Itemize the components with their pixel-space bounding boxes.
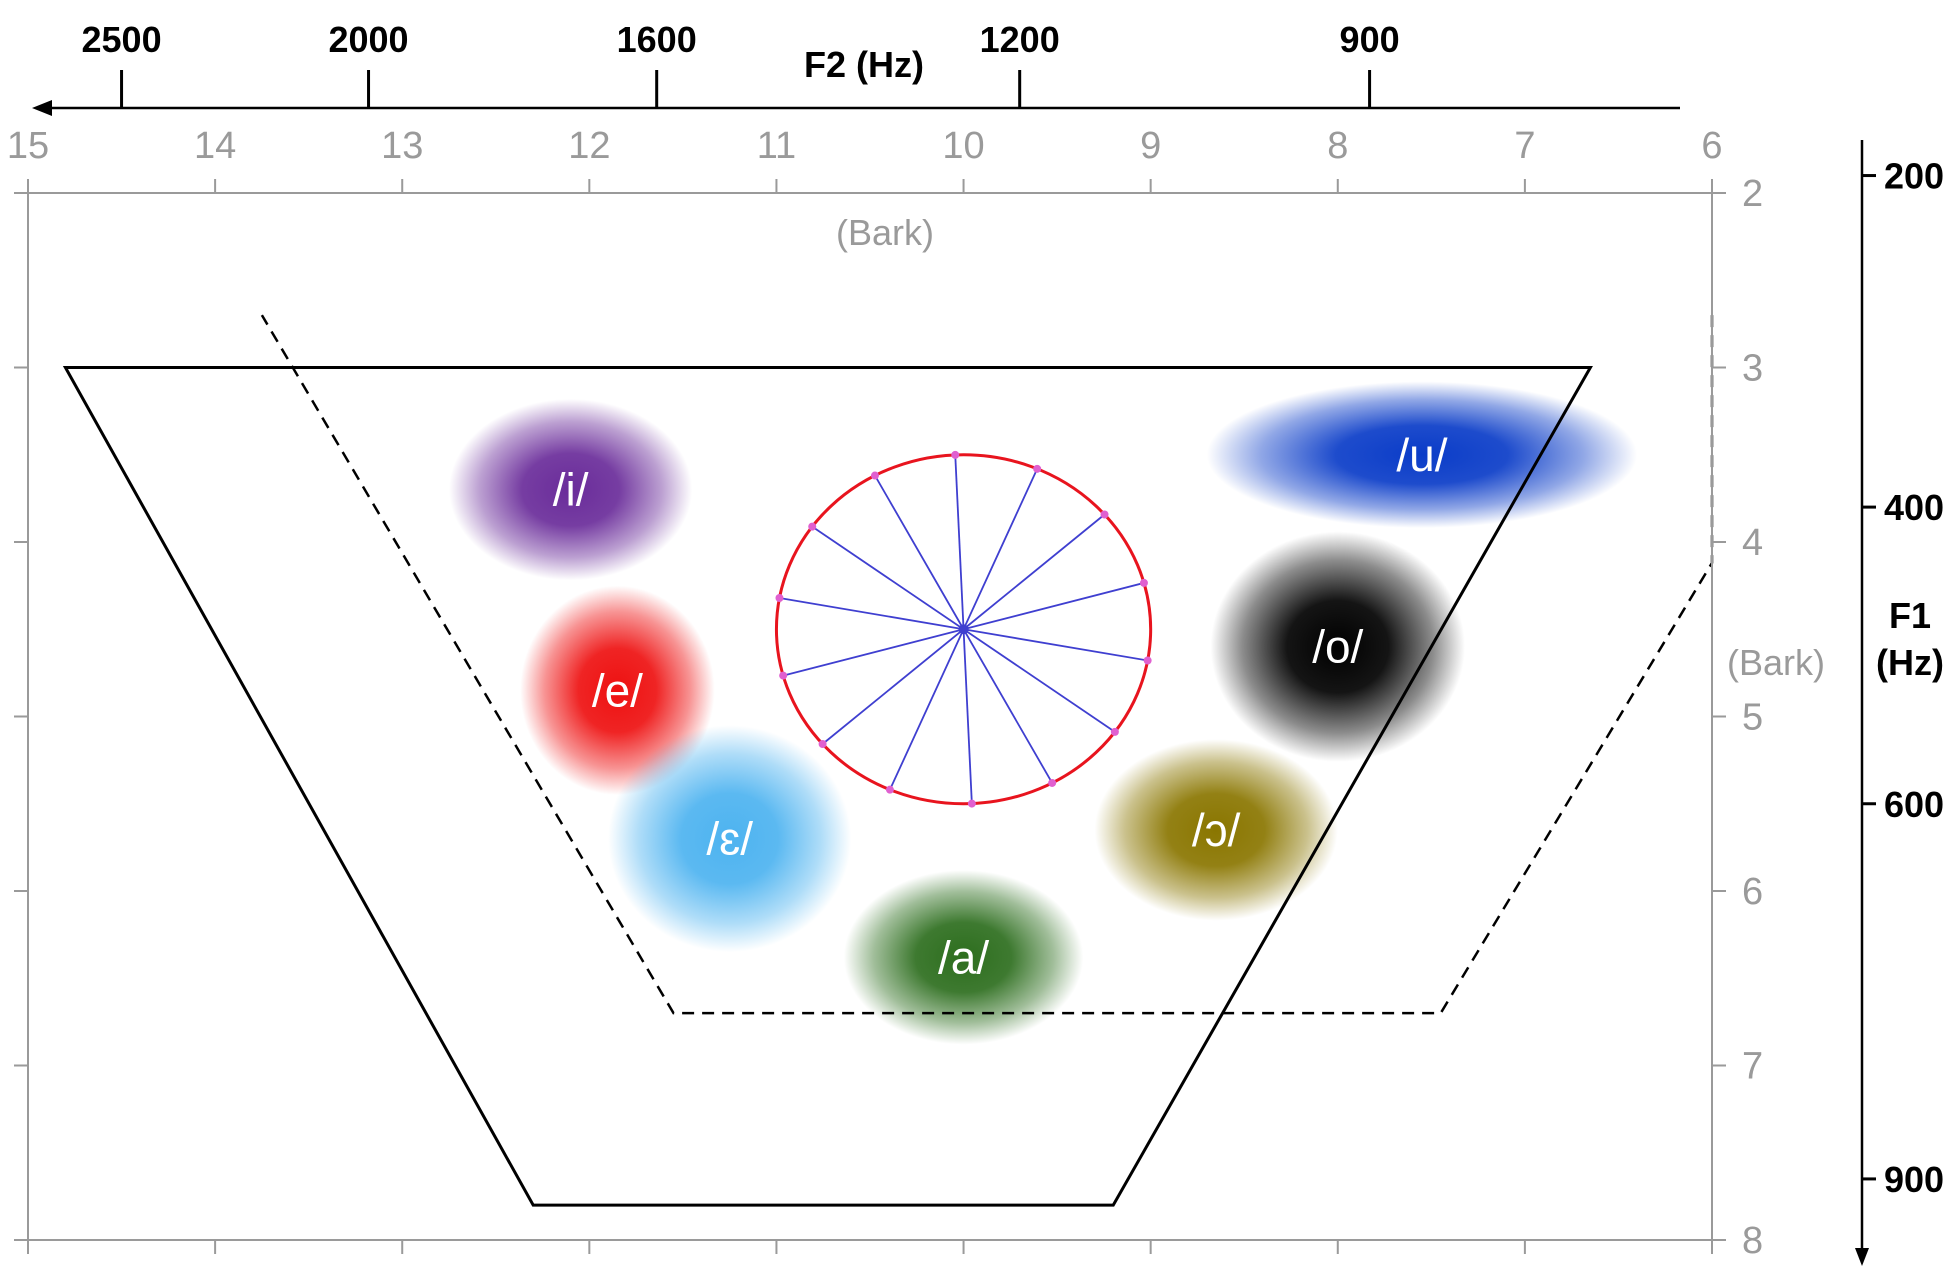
f1-hz-axis: 200 400 600 900 — [1855, 140, 1944, 1266]
vowel-label: /a/ — [938, 931, 989, 983]
vowel-blob — [448, 398, 693, 581]
y-tick-label: 3 — [1742, 348, 1763, 390]
wheel-spoke — [782, 628, 964, 677]
wheel-spoke — [963, 582, 1145, 631]
vowel-label: /ɔ/ — [1192, 804, 1241, 856]
wheel-node — [1139, 578, 1148, 587]
x-tick-label: 6 — [1701, 125, 1722, 167]
bark-y-axis: 2 3 4 5 6 7 8 — [14, 173, 1763, 1262]
y-tick-label: 8 — [1742, 1220, 1763, 1262]
wheel-spoke — [822, 628, 965, 745]
f2-tick-label: 1200 — [980, 19, 1060, 60]
wheel-node — [885, 785, 894, 794]
f2-axis-arrow-icon — [32, 100, 52, 116]
vowel-label: /i/ — [553, 464, 589, 516]
x-tick-label: 7 — [1514, 125, 1535, 167]
y-tick-label: 4 — [1742, 522, 1763, 564]
vowel-labels: /i/ /e/ /ɛ/ /a/ /ɔ/ /o/ /u/ — [553, 429, 1448, 984]
vowel-blob — [608, 725, 852, 953]
f1-axis-title-line1: F1 — [1889, 595, 1931, 636]
x-tick-label: 14 — [194, 125, 236, 167]
f1-tick-label: 400 — [1884, 487, 1944, 528]
vowel-label: /u/ — [1396, 429, 1447, 481]
wheel-node — [870, 471, 879, 480]
wheel-rim — [774, 453, 1153, 806]
wheel-spoke — [962, 629, 973, 804]
x-tick-label: 8 — [1327, 125, 1348, 167]
wheel-node — [808, 522, 817, 531]
vowel-blob — [1094, 739, 1338, 921]
wheel-node — [818, 739, 827, 748]
wheel-spoke — [963, 628, 1116, 733]
f1-tick-label: 200 — [1884, 156, 1944, 197]
wheel-spoke — [779, 597, 964, 631]
y-tick-label: 5 — [1742, 697, 1763, 739]
vowel-blobs — [448, 381, 1638, 1045]
wheel-node — [1100, 510, 1109, 519]
f2-tick-label: 1600 — [617, 19, 697, 60]
f2-tick-label: 2000 — [328, 19, 408, 60]
vowel-label: /o/ — [1312, 621, 1363, 673]
x-tick-label: 15 — [7, 125, 49, 167]
wheel-diagram — [774, 450, 1153, 808]
wheel-node — [1048, 778, 1057, 787]
x-tick-label: 10 — [942, 125, 984, 167]
wheel-spoke — [962, 513, 1106, 630]
f2-tick-label: 2500 — [82, 19, 162, 60]
wheel-node — [967, 799, 976, 808]
plot-frame — [27, 192, 1713, 1241]
f2-axis-title: F2 (Hz) — [804, 44, 924, 85]
x-tick-label: 9 — [1140, 125, 1161, 167]
f1-axis-arrow-icon — [1855, 1248, 1869, 1266]
wheel-node — [1033, 464, 1042, 473]
x-tick-label: 12 — [568, 125, 610, 167]
wheel-spoke — [962, 628, 1053, 784]
wheel-spoke — [811, 525, 965, 630]
wheel-spoke — [963, 628, 1148, 662]
f1-axis-title-line2: (Hz) — [1876, 642, 1944, 683]
wheel-node — [1110, 727, 1119, 736]
vowel-blob — [1206, 381, 1638, 529]
wheel-node — [951, 450, 960, 459]
x-bark-title: (Bark) — [836, 212, 934, 253]
wheel-node — [775, 594, 784, 603]
f1-tick-label: 600 — [1884, 784, 1944, 825]
vowel-blob — [1210, 531, 1466, 762]
y-tick-label: 2 — [1742, 173, 1763, 215]
wheel-spoke — [889, 628, 965, 791]
wheel-node — [779, 671, 788, 680]
f2-tick-label: 900 — [1340, 19, 1400, 60]
bark-x-axis: 15 14 13 12 11 10 9 8 7 6 — [7, 125, 1723, 1254]
x-tick-label: 11 — [757, 125, 796, 167]
wheel-spoke — [954, 454, 965, 630]
y-tick-label: 7 — [1742, 1046, 1763, 1088]
f2-hz-axis: 2500 2000 1600 1200 900 — [32, 19, 1680, 116]
vowel-label: /e/ — [592, 664, 643, 716]
wheel-hub — [958, 624, 969, 635]
vowel-label: /ɛ/ — [706, 813, 753, 865]
x-tick-label: 13 — [381, 125, 423, 167]
y-bark-title: (Bark) — [1727, 642, 1825, 683]
wheel-spoke — [874, 475, 965, 630]
wheel-node — [1143, 656, 1152, 665]
f1-tick-label: 900 — [1884, 1159, 1944, 1200]
vowel-blob — [843, 870, 1084, 1045]
wheel-spoke — [962, 468, 1038, 630]
outer-vowel-trapezoid — [62, 366, 1593, 1207]
y-tick-label: 6 — [1742, 871, 1763, 913]
